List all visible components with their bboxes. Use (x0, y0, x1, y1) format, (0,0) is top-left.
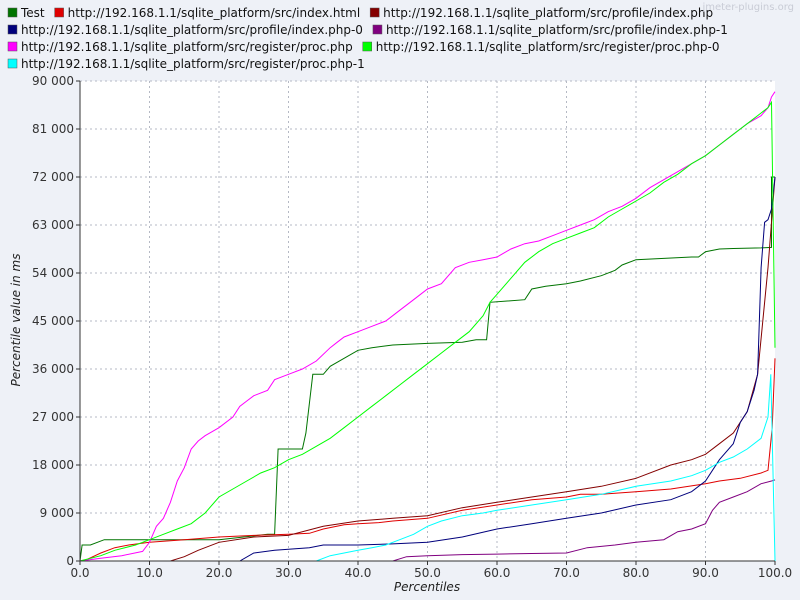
x-tick-label: 100.0 (758, 566, 792, 580)
legend-label: http://192.168.1.1/sqlite_platform/src/r… (21, 57, 365, 71)
y-tick-label: 72 000 (32, 170, 74, 184)
legend-swatch (369, 7, 380, 18)
x-tick-label: 10.0 (136, 566, 163, 580)
x-tick-label: 90.0 (692, 566, 719, 580)
y-tick-label: 0 (66, 554, 74, 568)
legend-swatch (362, 41, 372, 52)
y-tick-label: 81 000 (32, 122, 74, 136)
legend-item: Test (7, 6, 45, 20)
series-line-7 (79, 100, 776, 562)
y-tick-label: 18 000 (32, 458, 74, 472)
legend-label: http://192.168.1.1/sqlite_platform/src/r… (21, 40, 353, 54)
legend-label: http://192.168.1.1/sqlite_platform/src/p… (21, 23, 363, 37)
legend-item: http://192.168.1.1/sqlite_platform/src/p… (7, 23, 363, 37)
y-axis-ticks: 0 9 000 18 000 27 000 36 000 45 000 54 000 63 0… (32, 74, 80, 568)
y-tick-label: 27 000 (32, 410, 74, 424)
series-line-6 (79, 91, 776, 562)
y-tick-label: 54 000 (32, 266, 74, 280)
x-axis-ticks: 0.0 10.0 20.0 30.0 40.0 50.0 60.0 70.0 80.0 90.0 1… (70, 561, 792, 580)
x-tick-label: 20.0 (206, 566, 233, 580)
legend-label: http://192.168.1.1/sqlite_platform/src/p… (383, 6, 713, 20)
series-line-3 (80, 176, 776, 562)
grid-lines (80, 80, 775, 561)
legend-swatch (7, 7, 18, 18)
series-lines (79, 91, 776, 562)
series-line-1 (79, 176, 775, 562)
legend-swatch (7, 24, 18, 35)
series-line-8 (80, 374, 776, 562)
legend-item: http://192.168.1.1/sqlite_platform/src/r… (362, 40, 720, 54)
legend-item: http://192.168.1.1/sqlite_platform/src/p… (369, 6, 713, 20)
legend-swatch (7, 58, 18, 69)
x-tick-label: 40.0 (345, 566, 372, 580)
legend-swatch (7, 41, 18, 52)
y-tick-label: 90 000 (32, 74, 74, 88)
x-tick-label: 80.0 (623, 566, 650, 580)
legend-item: http://192.168.1.1/sqlite_platform/src/i… (54, 6, 361, 20)
y-tick-label: 9 000 (40, 506, 74, 520)
x-tick-label: 0.0 (70, 566, 89, 580)
x-axis-label: Percentiles (394, 580, 460, 594)
watermark-text: jmeter-plugins.org (701, 2, 794, 13)
x-tick-label: 70.0 (553, 566, 580, 580)
y-tick-label: 36 000 (32, 362, 74, 376)
x-tick-label: 60.0 (484, 566, 511, 580)
legend-item: http://192.168.1.1/sqlite_platform/src/p… (372, 23, 728, 37)
legend-item: http://192.168.1.1/sqlite_platform/src/r… (7, 57, 365, 71)
y-tick-label: 45 000 (32, 314, 74, 328)
legend-label: http://192.168.1.1/sqlite_platform/src/i… (68, 6, 361, 20)
y-tick-label: 63 000 (32, 218, 74, 232)
series-line-5 (80, 479, 776, 562)
legend-item: http://192.168.1.1/sqlite_platform/src/r… (7, 40, 353, 54)
legend-label: Test (20, 6, 45, 20)
legend-swatch (372, 24, 383, 35)
legend: Test http://192.168.1.1/sqlite_platform/s… (7, 6, 728, 71)
series-line-4 (80, 176, 776, 562)
y-axis-label: Percentile value in ms (9, 254, 23, 387)
legend-swatch (54, 7, 64, 18)
series-line-2 (79, 358, 776, 562)
x-tick-label: 50.0 (414, 566, 441, 580)
x-tick-label: 30.0 (275, 566, 302, 580)
legend-label: http://192.168.1.1/sqlite_platform/src/p… (386, 23, 728, 37)
legend-label: http://192.168.1.1/sqlite_platform/src/r… (376, 40, 720, 54)
